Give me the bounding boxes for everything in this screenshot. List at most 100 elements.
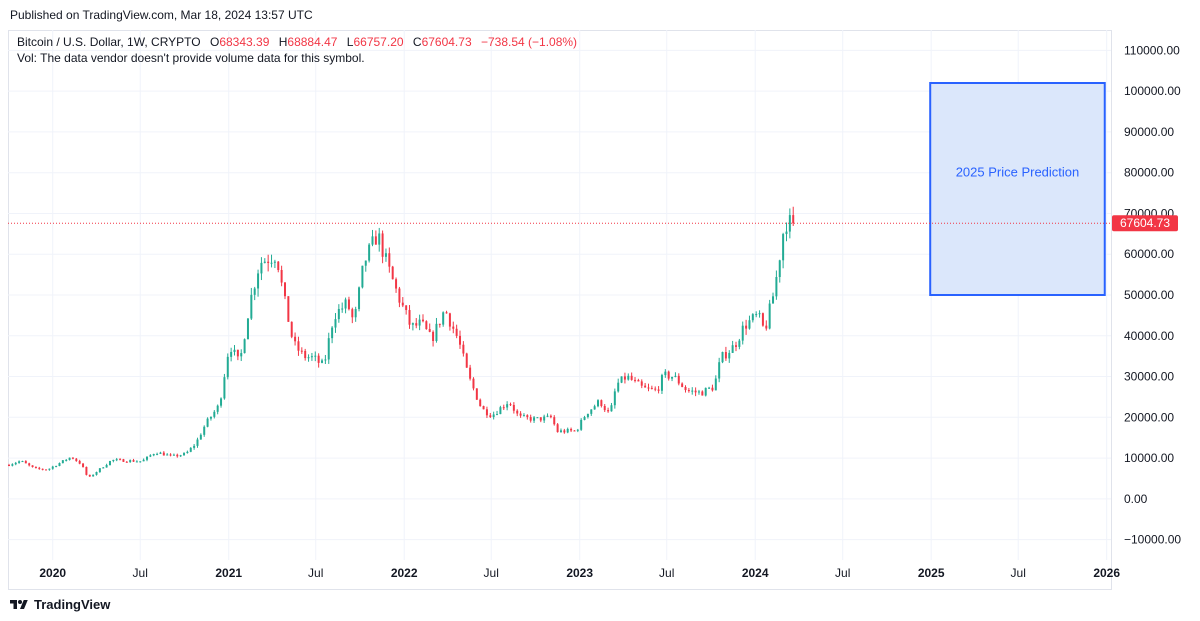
candle-body	[351, 309, 354, 318]
candle-body	[213, 411, 216, 417]
candle-body	[593, 406, 596, 410]
volume-note: Vol: The data vendor doesn't provide vol…	[17, 51, 365, 65]
candle-body	[112, 459, 115, 462]
candle-body	[61, 460, 64, 464]
prediction-box	[929, 82, 1106, 296]
candle-body	[58, 463, 61, 466]
candle-body	[566, 428, 569, 433]
x-tick-label: Jul	[1011, 566, 1026, 580]
candle-body	[465, 353, 468, 368]
candle-body	[741, 325, 744, 341]
y-tick-label: 30000.00	[1124, 370, 1174, 384]
candle-body	[718, 362, 721, 379]
candle-body	[778, 260, 781, 278]
candle-body	[294, 336, 297, 342]
candle-body	[344, 299, 347, 309]
candle-body	[341, 308, 344, 310]
candle-body	[701, 391, 704, 396]
candle-body	[307, 357, 310, 359]
candle-body	[438, 323, 441, 325]
candle-body	[300, 350, 303, 352]
candle-body	[506, 404, 509, 408]
candle-body	[38, 467, 41, 469]
x-tick-label: 2026	[1093, 566, 1120, 580]
candle-body	[637, 380, 640, 382]
candle-body	[236, 349, 239, 357]
candle-body	[95, 471, 98, 475]
candle-body	[640, 381, 643, 386]
candle-body	[549, 415, 552, 418]
candle-body	[361, 265, 364, 288]
candle-body	[415, 323, 418, 326]
candle-body	[630, 375, 633, 380]
candle-body	[408, 310, 411, 325]
candle-body	[263, 261, 266, 263]
candle-body	[533, 417, 536, 421]
x-tick-label: Jul	[484, 566, 499, 580]
candle-body	[310, 356, 313, 358]
candle-body	[220, 398, 223, 406]
candle-body	[620, 376, 623, 383]
candle-body	[782, 234, 785, 261]
candle-body	[98, 468, 101, 472]
candle-body	[664, 371, 667, 376]
candle-body	[570, 428, 573, 431]
candle-body	[199, 434, 202, 440]
last-price-tag	[1112, 215, 1178, 232]
candle-body	[347, 299, 350, 310]
candle-body	[88, 474, 91, 477]
candle-body	[559, 430, 562, 433]
candle-body	[529, 417, 532, 421]
candle-body	[492, 414, 495, 418]
candle-body	[8, 465, 10, 467]
legend-symbol[interactable]: Bitcoin / U.S. Dollar, 1W, CRYPTO	[17, 35, 201, 49]
candle-body	[209, 416, 212, 419]
candle-body	[613, 391, 616, 406]
x-tick-label: 2024	[742, 566, 769, 580]
candle-body	[179, 455, 182, 457]
candle-body	[600, 400, 603, 406]
candle-body	[748, 320, 751, 329]
prediction-box-label: 2025 Price Prediction	[956, 165, 1080, 180]
candles	[8, 206, 795, 477]
chart-legend: Bitcoin / U.S. Dollar, 1W, CRYPTO O68343…	[17, 34, 577, 66]
candle-body	[597, 400, 600, 407]
candle-body	[115, 459, 118, 461]
candle-body	[509, 404, 512, 406]
legend-change: −738.54 (−1.08%)	[480, 35, 578, 49]
candle-body	[374, 236, 377, 245]
candle-body	[411, 323, 414, 325]
candle-body	[586, 413, 589, 418]
candle-body	[24, 461, 27, 464]
candle-body	[627, 375, 630, 380]
candle-body	[327, 338, 330, 360]
candle-body	[462, 344, 465, 354]
candle-body	[388, 253, 391, 267]
candle-body	[169, 454, 172, 456]
candle-body	[18, 461, 21, 463]
candle-body	[92, 474, 95, 477]
candle-body	[775, 277, 778, 297]
candle-body	[337, 308, 340, 320]
candle-body	[223, 377, 226, 399]
candle-body	[647, 387, 650, 389]
candle-body	[610, 405, 613, 412]
chart-frame[interactable]	[8, 30, 1112, 590]
candle-body	[102, 467, 105, 469]
candle-body	[401, 302, 404, 306]
candle-body	[65, 459, 68, 461]
candle-body	[257, 273, 260, 289]
legend-high-label: H	[278, 35, 288, 49]
candle-body	[405, 305, 408, 311]
tradingview-footer[interactable]: TradingView	[9, 597, 110, 612]
candle-body	[573, 430, 576, 432]
candle-body	[745, 325, 748, 329]
candle-body	[792, 215, 795, 224]
candle-body	[283, 282, 286, 297]
candle-body	[691, 390, 694, 392]
candle-body	[681, 383, 684, 387]
candle-body	[603, 405, 606, 411]
candle-body	[14, 462, 17, 465]
candle-body	[721, 352, 724, 363]
